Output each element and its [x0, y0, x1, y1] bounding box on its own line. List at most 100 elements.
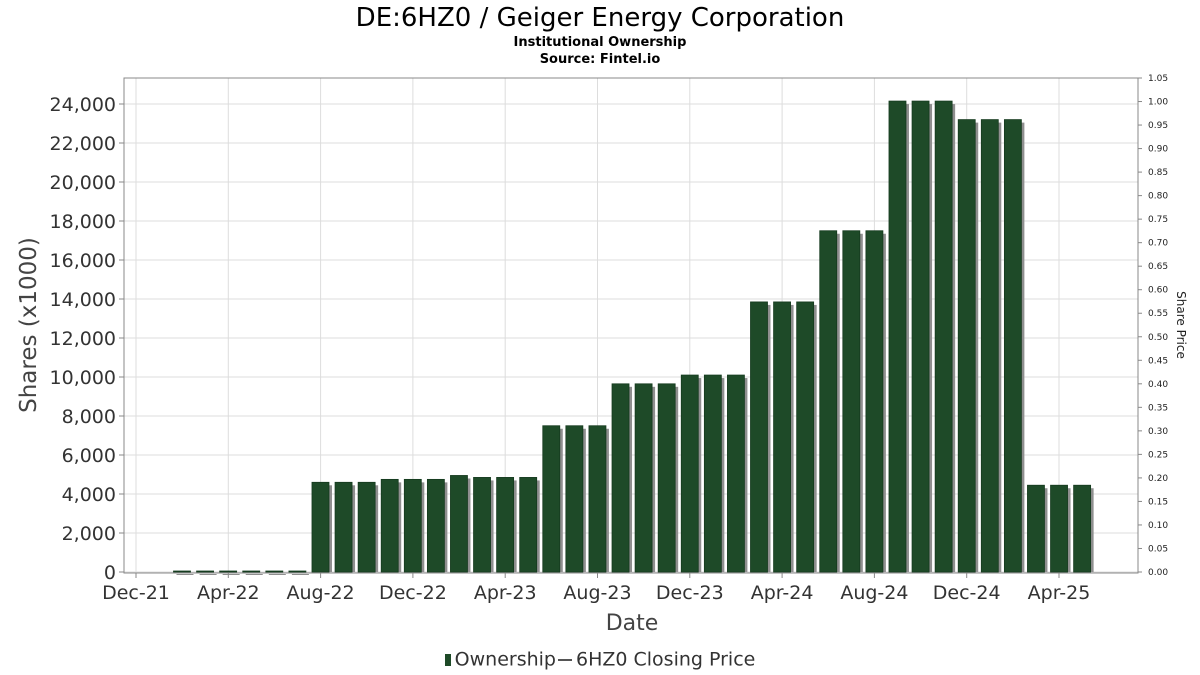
bar	[703, 374, 722, 573]
x-axis: Dec-21 Apr-22 Aug-22 Dec-22 Apr-23 Aug-23 Dec-…	[102, 573, 1090, 604]
y-axis: 0 2,000 4,000 6,000 8,000 10,000 12,000 14,000 1…	[50, 94, 124, 584]
bar	[265, 570, 284, 573]
x-tick-label: Apr-23	[474, 582, 537, 604]
x-tick-label: Aug-24	[840, 582, 908, 604]
ownership-legend-swatch	[444, 653, 451, 666]
bar	[727, 374, 745, 573]
y2-axis-title: Share Price	[1174, 291, 1188, 359]
bar	[657, 383, 676, 573]
y2-tick-label: 0.40	[1148, 380, 1168, 390]
y2-tick-label: 0.95	[1148, 121, 1168, 131]
y2-tick-label: 1.00	[1148, 98, 1168, 108]
x-axis-title: Date	[606, 611, 659, 636]
bar-shadow	[245, 574, 263, 575]
y2-tick-label: 0.00	[1148, 568, 1168, 578]
y-tick-label: 2,000	[62, 523, 116, 545]
y2-tick-label: 0.80	[1148, 192, 1168, 202]
bar	[380, 478, 399, 573]
x-tick-label: Aug-23	[563, 582, 631, 604]
bar	[957, 119, 976, 573]
bar	[196, 570, 214, 573]
chart-subtitle: Institutional Ownership	[513, 35, 687, 50]
y2-tick-label: 0.45	[1148, 356, 1168, 366]
bar	[542, 425, 561, 573]
bar	[680, 374, 699, 573]
y2-tick-label: 0.15	[1148, 497, 1168, 507]
bar	[1003, 119, 1022, 573]
bar-shadow	[268, 574, 286, 575]
y-tick-label: 8,000	[62, 406, 116, 428]
bar	[403, 478, 422, 573]
y2-tick-label: 0.30	[1148, 427, 1168, 437]
x-tick-label: Dec-23	[656, 582, 724, 604]
y2-tick-label: 1.05	[1148, 74, 1168, 84]
y-tick-label: 6,000	[62, 445, 116, 467]
chart-source: Source: Fintel.io	[539, 52, 661, 67]
y2-tick-label: 0.35	[1148, 403, 1168, 413]
price-legend-line	[557, 658, 572, 661]
y2-tick-label: 0.25	[1148, 450, 1168, 460]
y2-tick-label: 0.10	[1148, 521, 1168, 531]
bar	[334, 481, 353, 573]
y2-axis: 0.00 0.05 0.10 0.15 0.20 0.25 0.30 0.35 0.40 0.45…	[1138, 74, 1168, 578]
x-tick-label: Apr-24	[751, 582, 814, 604]
bar	[588, 425, 607, 573]
y-tick-label: 16,000	[50, 250, 116, 272]
y2-tick-label: 0.70	[1148, 239, 1168, 249]
bar	[1027, 484, 1045, 573]
price-legend-label: 6HZ0 Closing Price	[575, 648, 756, 671]
legend: Ownership 6HZ0 Closing Price	[0, 647, 1200, 672]
bar	[357, 481, 376, 573]
y2-tick-label: 0.05	[1148, 544, 1168, 554]
bar	[750, 301, 768, 573]
y-tick-label: 22,000	[50, 133, 116, 155]
x-tick-label: Dec-24	[933, 582, 1001, 604]
y-tick-label: 12,000	[50, 328, 116, 350]
bar	[473, 477, 491, 573]
bar-shadow	[199, 574, 217, 575]
bar-shadow	[176, 574, 194, 575]
bar	[426, 478, 445, 573]
bar	[634, 383, 653, 573]
bar	[219, 570, 238, 573]
y2-tick-label: 0.75	[1148, 215, 1168, 225]
y-tick-label: 0	[104, 562, 116, 584]
x-tick-label: Dec-21	[102, 582, 170, 604]
bar	[311, 481, 330, 573]
bar	[1050, 484, 1068, 573]
bar	[611, 383, 630, 573]
y-axis-title: Shares (x1000)	[16, 237, 42, 413]
bar	[980, 119, 999, 573]
bar	[911, 100, 930, 573]
bar	[888, 100, 907, 573]
y2-tick-label: 0.60	[1148, 286, 1168, 296]
y-tick-label: 18,000	[50, 211, 116, 233]
y-tick-label: 4,000	[62, 484, 116, 506]
bar	[242, 570, 261, 573]
bar	[1073, 484, 1092, 573]
bar-shadow	[222, 574, 240, 575]
bar	[842, 230, 861, 573]
ownership-legend-label: Ownership	[454, 648, 556, 671]
chart-title: DE:6HZ0 / Geiger Energy Corporation	[355, 3, 845, 33]
y2-tick-label: 0.65	[1148, 262, 1168, 272]
y-tick-label: 10,000	[50, 367, 116, 389]
plot-frame	[123, 77, 1139, 574]
bar-shadow	[291, 574, 309, 575]
x-tick-label: Apr-25	[1028, 582, 1091, 604]
y-tick-label: 14,000	[50, 289, 116, 311]
bar	[288, 570, 307, 573]
bar	[819, 230, 838, 573]
x-tick-label: Dec-22	[379, 582, 447, 604]
bar	[450, 475, 468, 573]
y2-tick-label: 0.20	[1148, 474, 1168, 484]
bar	[934, 100, 953, 573]
bar	[519, 477, 538, 573]
y2-tick-label: 0.90	[1148, 145, 1168, 155]
bar	[865, 230, 884, 573]
bar	[496, 477, 515, 573]
x-tick-label: Apr-22	[197, 582, 260, 604]
bar	[773, 301, 791, 573]
y-tick-label: 24,000	[50, 94, 116, 116]
